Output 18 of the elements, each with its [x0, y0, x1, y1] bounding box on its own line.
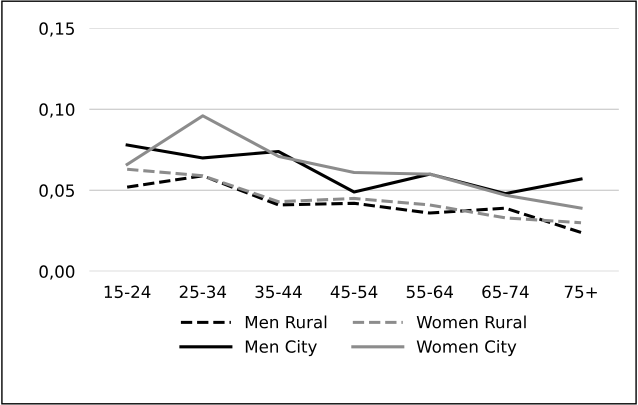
line-series — [126, 114, 583, 210]
x-tick-label: 35-44 — [255, 286, 302, 298]
x-tick-label: 65-74 — [482, 286, 529, 298]
x-tick-label: 55-64 — [406, 286, 454, 298]
x-tick-label: 15-24 — [104, 286, 150, 298]
line-series — [126, 174, 583, 234]
x-tick-label: 25-34 — [180, 286, 226, 298]
x-tick-label: 75+ — [564, 286, 597, 298]
legend-label: Women Rural — [416, 316, 526, 328]
x-tick-label: 45-54 — [330, 286, 378, 298]
y-tick-label: 0,15 — [39, 22, 74, 37]
legend-label: Women City — [416, 340, 516, 356]
y-tick-label: 0,00 — [39, 265, 74, 280]
legend-label: Men Rural — [246, 316, 326, 328]
y-tick-label: 0,10 — [39, 103, 74, 118]
y-tick-label: 0,05 — [39, 184, 74, 199]
legend-label: Men City — [246, 340, 317, 356]
line-series — [126, 168, 583, 224]
